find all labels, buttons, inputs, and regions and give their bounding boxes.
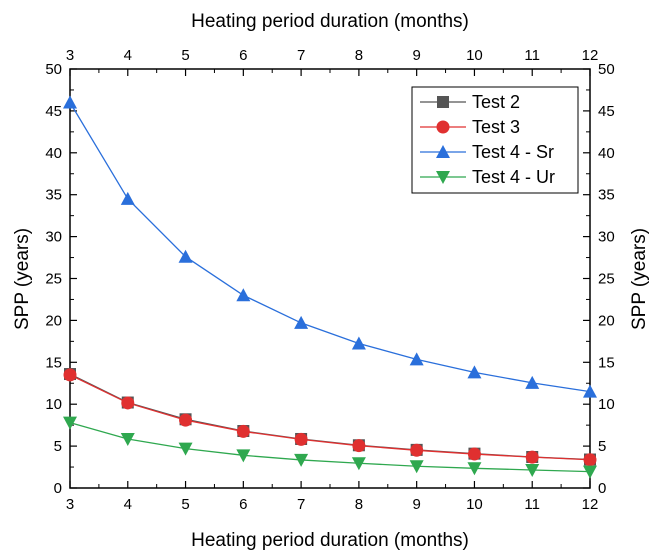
data-point-test-4-sr — [467, 365, 482, 379]
data-point-test-4-sr — [63, 95, 77, 109]
data-point-test-4-sr — [583, 384, 597, 398]
x-tick-label-top: 4 — [124, 47, 132, 64]
y-tick-label-left: 40 — [45, 145, 62, 162]
series-test-2 — [64, 368, 596, 466]
y-tick-label-right: 45 — [598, 103, 615, 120]
data-point-test-3 — [583, 453, 597, 467]
data-point-test-4-ur — [294, 453, 309, 467]
data-point-test-3 — [525, 450, 539, 464]
x-tick-label-bottom: 12 — [582, 496, 599, 513]
y-axis-title-left: SPP (years) — [12, 228, 33, 330]
y-tick-label-right: 15 — [598, 354, 615, 371]
data-point-test-4-sr — [409, 352, 424, 366]
x-tick-label-top: 11 — [524, 47, 540, 64]
y-tick-label-left: 10 — [45, 396, 62, 413]
data-point-test-4-ur — [120, 432, 135, 446]
data-point-test-4-ur — [525, 463, 540, 477]
legend-label-test-4-ur: Test 4 - Ur — [472, 167, 555, 187]
legend-marker-test-3 — [436, 120, 450, 134]
data-point-test-4-ur — [236, 449, 251, 463]
y-tick-label-left: 45 — [45, 103, 62, 120]
x-axis-title-bottom: Heating period duration (months) — [191, 530, 469, 551]
y-tick-label-right: 35 — [598, 187, 615, 204]
x-tick-label-bottom: 8 — [355, 496, 363, 513]
y-tick-label-right: 0 — [598, 480, 606, 497]
y-tick-label-right: 5 — [598, 438, 606, 455]
data-point-test-4-ur — [63, 416, 77, 430]
y-tick-label-left: 5 — [54, 438, 62, 455]
y-tick-label-right: 10 — [598, 396, 615, 413]
series-line-test-4-ur — [69, 422, 591, 473]
y-tick-label-right: 20 — [598, 312, 615, 329]
x-tick-label-top: 12 — [582, 47, 599, 64]
data-point-test-4-ur — [351, 457, 366, 471]
legend-marker-test-4-ur — [436, 171, 450, 184]
data-point-test-3 — [121, 396, 135, 410]
x-tick-label-top: 5 — [181, 47, 189, 64]
x-tick-label-top: 3 — [66, 47, 74, 64]
legend-label-test-4-sr: Test 4 - Sr — [472, 142, 554, 162]
y-tick-label-left: 35 — [45, 187, 62, 204]
x-tick-label-bottom: 7 — [297, 496, 305, 513]
y-tick-label-left: 15 — [45, 354, 62, 371]
y-tick-label-left: 30 — [45, 229, 62, 246]
data-point-test-4-ur — [409, 460, 424, 474]
data-point-test-4-sr — [294, 315, 309, 329]
x-axis-title-top: Heating period duration (months) — [191, 11, 469, 32]
x-tick-label-top: 6 — [239, 47, 247, 64]
data-point-test-3 — [63, 368, 77, 382]
x-tick-label-top: 7 — [297, 47, 305, 64]
data-point-test-3 — [179, 413, 193, 427]
x-tick-label-bottom: 3 — [66, 496, 74, 513]
y-tick-label-right: 40 — [598, 145, 615, 162]
y-tick-label-right: 30 — [598, 229, 615, 246]
x-tick-label-top: 10 — [466, 47, 483, 64]
legend-marker-test-2 — [437, 96, 449, 108]
legend-label-test-3: Test 3 — [472, 117, 520, 137]
series-line-test-2 — [69, 373, 591, 461]
series-test-3 — [63, 368, 597, 467]
legend-label-test-2: Test 2 — [472, 92, 520, 112]
data-point-test-4-sr — [120, 191, 135, 205]
data-point-test-4-sr — [351, 336, 366, 350]
data-point-test-3 — [294, 432, 308, 446]
x-tick-label-top: 8 — [355, 47, 363, 64]
x-tick-label-top: 9 — [412, 47, 420, 64]
y-tick-label-left: 0 — [54, 480, 62, 497]
x-tick-label-bottom: 10 — [466, 496, 483, 513]
y-axis-title-right: SPP (years) — [629, 228, 650, 330]
x-tick-label-bottom: 6 — [239, 496, 247, 513]
legend: Test 2 Test 3 Test 4 - Sr Test 4 - Ur — [411, 86, 579, 194]
data-point-test-4-sr — [236, 288, 251, 302]
x-tick-label-bottom: 5 — [181, 496, 189, 513]
data-point-test-3 — [236, 424, 250, 438]
y-tick-label-left: 25 — [45, 271, 62, 288]
data-point-test-4-sr — [178, 249, 193, 263]
x-tick-label-bottom: 11 — [524, 496, 540, 513]
data-point-test-4-ur — [467, 462, 482, 476]
data-point-test-3 — [352, 439, 366, 453]
x-tick-label-bottom: 9 — [412, 496, 420, 513]
x-tick-label-bottom: 4 — [124, 496, 132, 513]
series-test-4-sr — [63, 95, 597, 398]
data-point-test-3 — [467, 447, 481, 461]
series-line-test-3 — [69, 374, 591, 461]
y-tick-label-right: 25 — [598, 271, 615, 288]
data-point-test-4-ur — [178, 442, 193, 456]
data-point-test-4-ur — [583, 465, 597, 479]
series-line-test-4-sr — [69, 102, 591, 393]
y-tick-label-left: 50 — [45, 61, 62, 78]
y-tick-label-right: 50 — [598, 61, 615, 78]
legend-marker-test-4-sr — [436, 145, 450, 158]
series-test-4-ur — [63, 416, 597, 479]
y-tick-label-left: 20 — [45, 312, 62, 329]
data-point-test-4-sr — [525, 375, 540, 389]
data-point-test-3 — [410, 443, 424, 457]
series-layer — [63, 95, 597, 479]
